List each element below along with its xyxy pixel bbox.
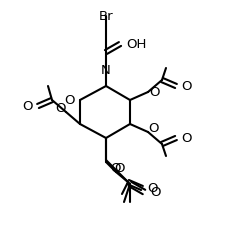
Text: O: O	[55, 102, 66, 116]
Text: O: O	[110, 161, 121, 175]
Text: Br: Br	[98, 9, 113, 23]
Text: O: O	[114, 162, 125, 176]
Text: O: O	[180, 80, 191, 93]
Text: O: O	[180, 131, 191, 145]
Text: O: O	[148, 86, 159, 98]
Text: O: O	[149, 186, 160, 198]
Text: O: O	[22, 99, 33, 113]
Text: O: O	[147, 123, 158, 135]
Text: OH: OH	[125, 37, 146, 51]
Text: O: O	[146, 182, 157, 194]
Text: N: N	[101, 63, 110, 76]
Text: O: O	[64, 93, 75, 106]
